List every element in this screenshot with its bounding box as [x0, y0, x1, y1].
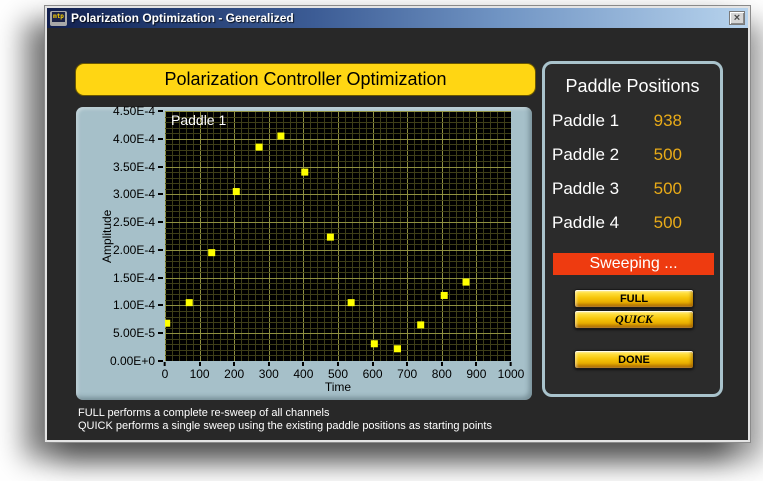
done-button[interactable]: DONE: [574, 350, 694, 369]
quick-button[interactable]: QUICK: [574, 310, 694, 329]
x-tick-label: 1000: [498, 362, 524, 381]
y-tick-label: 3.50E-4: [113, 160, 163, 174]
paddle-3-label: Paddle 3: [552, 178, 620, 198]
status-text: Sweeping ...: [589, 255, 678, 272]
x-tick-label: 600: [363, 362, 383, 381]
x-tick-label: 100: [190, 362, 210, 381]
paddle-row-1: Paddle 1 938: [545, 110, 720, 131]
help-line-full: FULL performs a complete re-sweep of all…: [78, 407, 330, 419]
y-tick-label: 2.50E-4: [113, 215, 163, 229]
page-title: Polarization Controller Optimization: [164, 69, 447, 89]
paddle-row-4: Paddle 4 500: [545, 212, 720, 233]
plot-area: Paddle 1: [165, 111, 511, 361]
paddle-3-value: 500: [653, 178, 682, 198]
y-tick-label: 1.50E-4: [113, 271, 163, 285]
x-tick-label: 200: [224, 362, 244, 381]
paddle-2-value: 500: [653, 144, 682, 164]
y-tick-label: 3.00E-4: [113, 187, 163, 201]
x-tick-label: 800: [432, 362, 452, 381]
x-tick-label: 500: [328, 362, 348, 381]
x-tick-label: 300: [259, 362, 279, 381]
help-line-quick: QUICK performs a single sweep using the …: [78, 420, 492, 432]
paddle-1-label: Paddle 1: [552, 110, 620, 130]
help-text: FULL performs a complete re-sweep of all…: [78, 407, 492, 433]
paddle-4-value: 500: [653, 212, 682, 232]
paddle-row-2: Paddle 2 500: [545, 144, 720, 165]
x-tick-label: 700: [397, 362, 417, 381]
sweeping-status-indicator: Sweeping ...: [553, 253, 714, 275]
x-axis-title: Time: [324, 380, 352, 394]
full-button[interactable]: FULL: [574, 289, 694, 308]
chart-panel: Amplitude 0.00E+0 5.00E-5 1.00E-4 1.50E-4 2.…: [76, 104, 532, 400]
y-axis-ticks: 0.00E+0 5.00E-5 1.00E-4 1.50E-4 2.00E-4 2.50E…: [76, 104, 163, 368]
window-client-area: mtp Polarization Optimization - Generali…: [47, 8, 748, 440]
y-tick-label: 0.00E+0: [110, 354, 163, 368]
x-tick-label: 400: [293, 362, 313, 381]
y-tick-label: 4.50E-4: [113, 104, 163, 118]
scatter-plot: [165, 111, 511, 361]
paddle-positions-panel: Paddle Positions Paddle 1 938 Paddle 2 5…: [542, 61, 723, 397]
paddle-2-label: Paddle 2: [552, 144, 620, 164]
x-tick-label: 0: [162, 362, 168, 381]
y-tick-label: 4.00E-4: [113, 132, 163, 146]
app-window: mtp Polarization Optimization - Generali…: [44, 5, 751, 443]
x-axis-ticks: 0 100 200 300 400 500 600 700 800 900 1000: [162, 362, 524, 381]
x-tick-label: 900: [466, 362, 486, 381]
app-icon-label: mtp: [52, 11, 65, 22]
plot-legend: Paddle 1: [171, 112, 227, 128]
window-title: Polarization Optimization - Generalized: [71, 11, 294, 25]
paddle-1-value: 938: [653, 110, 682, 130]
y-tick-label: 5.00E-5: [113, 326, 163, 340]
y-tick-label: 2.00E-4: [113, 243, 163, 257]
y-tick-label: 1.00E-4: [113, 298, 163, 312]
panel-title: Paddle Positions: [565, 76, 700, 96]
close-icon: ×: [733, 11, 741, 24]
paddle-4-label: Paddle 4: [552, 212, 620, 232]
paddle-row-3: Paddle 3 500: [545, 178, 720, 199]
title-bar[interactable]: mtp Polarization Optimization - Generali…: [47, 8, 748, 28]
close-button[interactable]: ×: [729, 11, 745, 25]
app-icon: mtp: [50, 10, 67, 26]
page-title-banner: Polarization Controller Optimization: [75, 63, 536, 96]
